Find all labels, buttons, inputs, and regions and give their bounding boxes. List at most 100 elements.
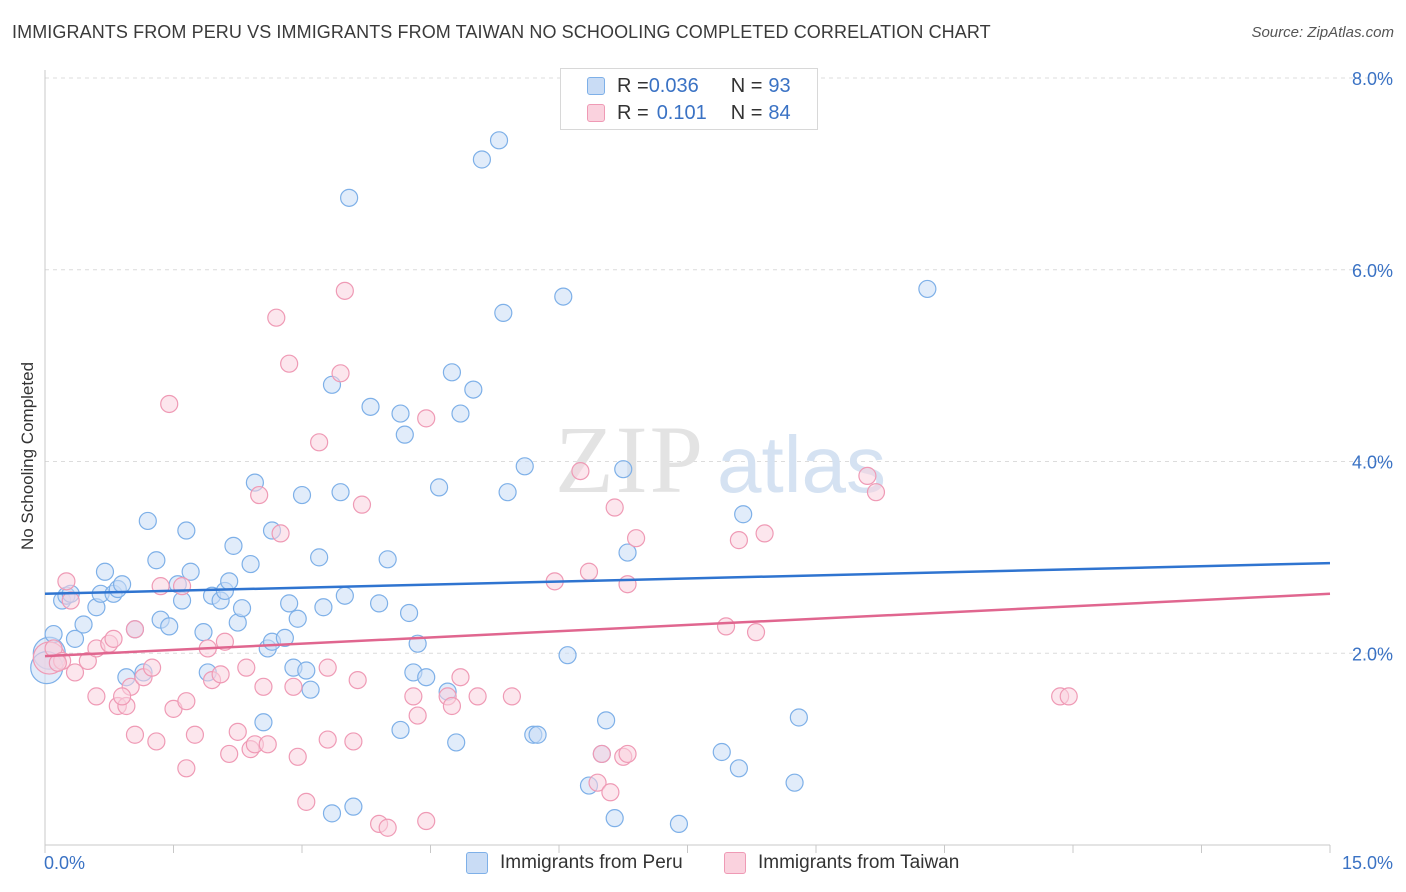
- data-point-taiwan: [408, 706, 427, 725]
- data-point-peru: [112, 575, 132, 594]
- data-point-peru: [447, 733, 466, 752]
- data-point-taiwan: [297, 792, 316, 811]
- data-point-peru: [494, 303, 513, 322]
- watermark-zip: ZIP: [555, 406, 705, 513]
- x-tick-label: 15.0%: [1342, 853, 1393, 873]
- data-point-peru: [194, 623, 213, 642]
- data-point-taiwan: [280, 354, 299, 373]
- data-points: [30, 131, 1078, 837]
- data-point-taiwan: [112, 687, 132, 706]
- data-point-peru: [254, 713, 273, 732]
- legend-n-label: N =: [730, 74, 763, 97]
- data-point-peru: [95, 562, 115, 581]
- data-point-taiwan: [160, 394, 179, 414]
- data-point-peru: [138, 511, 157, 531]
- y-tick-label: 8.0%: [1352, 69, 1393, 89]
- data-point-taiwan: [271, 524, 290, 543]
- data-point-taiwan: [588, 773, 607, 792]
- trend-line-taiwan: [44, 592, 1331, 658]
- data-point-peru: [789, 708, 808, 727]
- data-point-taiwan: [147, 732, 166, 751]
- data-point-taiwan: [618, 744, 637, 764]
- data-point-taiwan: [237, 658, 256, 677]
- data-point-taiwan: [318, 730, 337, 749]
- data-point-peru: [614, 460, 633, 479]
- legend-swatch-taiwan: [587, 104, 605, 122]
- data-point-taiwan: [746, 623, 766, 642]
- data-point-peru: [220, 572, 239, 591]
- data-point-peru: [417, 668, 436, 687]
- tick-labels: 2.0% 4.0% 6.0% 8.0% 0.0% 15.0%: [44, 69, 1393, 873]
- data-point-peru: [160, 617, 179, 636]
- data-point-peru: [399, 603, 419, 623]
- data-point-peru: [177, 521, 196, 540]
- data-point-taiwan: [592, 744, 611, 764]
- data-point-peru: [224, 536, 243, 555]
- trend-lines: [44, 561, 1331, 658]
- legend-label-taiwan: Immigrants from Taiwan: [758, 852, 960, 873]
- data-point-peru: [712, 742, 731, 762]
- data-point-taiwan: [451, 668, 470, 687]
- data-point-taiwan: [858, 466, 877, 485]
- data-point-peru: [451, 404, 470, 423]
- data-point-peru: [391, 720, 410, 740]
- axes: [44, 70, 1331, 853]
- data-point-peru: [181, 562, 200, 581]
- data-point-taiwan: [258, 735, 277, 754]
- data-point-peru: [241, 554, 260, 574]
- legend-r-value: 0.101: [656, 101, 707, 124]
- data-point-taiwan: [177, 692, 196, 711]
- data-point-taiwan: [57, 572, 76, 591]
- data-point-taiwan: [729, 531, 749, 550]
- data-point-peru: [322, 804, 342, 823]
- legend-swatch-peru: [587, 77, 605, 95]
- legend-n-label: N =: [730, 101, 763, 124]
- data-point-taiwan: [605, 498, 624, 517]
- data-point-peru: [280, 594, 299, 613]
- data-point-peru: [489, 131, 509, 150]
- data-point-peru: [65, 629, 85, 648]
- legend-item-taiwan[interactable]: Immigrants from Taiwan: [724, 852, 959, 874]
- data-point-taiwan: [502, 687, 521, 706]
- legend-item-peru[interactable]: Immigrants from Peru: [466, 852, 683, 874]
- data-point-taiwan: [417, 811, 436, 831]
- data-point-taiwan: [104, 629, 123, 648]
- legend-n-value: 93: [768, 74, 791, 97]
- data-point-peru: [340, 188, 359, 207]
- data-point-taiwan: [404, 687, 423, 706]
- legend-swatch-peru: [466, 852, 488, 874]
- data-point-peru: [275, 628, 294, 648]
- watermark: ZIP atlas: [555, 406, 886, 513]
- data-point-peru: [597, 711, 616, 730]
- legend-row-peru: R = 0.036 N = 93: [587, 73, 791, 99]
- data-point-peru: [370, 594, 389, 613]
- data-point-peru: [288, 609, 307, 628]
- data-point-taiwan: [254, 677, 273, 696]
- legend-row-taiwan: R = 0.101 N = 84: [587, 100, 791, 126]
- data-point-taiwan: [267, 308, 286, 327]
- data-point-taiwan: [172, 577, 192, 596]
- data-point-taiwan: [87, 687, 106, 706]
- data-point-peru: [378, 550, 397, 569]
- data-point-taiwan: [185, 725, 205, 744]
- y-tick-label: 2.0%: [1352, 644, 1393, 664]
- data-point-taiwan: [250, 485, 269, 505]
- data-point-peru: [918, 279, 937, 299]
- chart-title: IMMIGRANTS FROM PERU VS IMMIGRANTS FROM …: [12, 22, 991, 42]
- data-point-peru: [297, 661, 316, 680]
- legend-label-peru: Immigrants from Peru: [500, 852, 683, 873]
- data-point-taiwan: [288, 747, 307, 766]
- data-point-taiwan: [442, 696, 462, 716]
- legend-swatch-taiwan: [724, 852, 746, 874]
- data-point-peru: [74, 615, 93, 634]
- data-point-peru: [314, 598, 333, 617]
- trend-line-peru: [44, 561, 1331, 596]
- data-point-peru: [147, 551, 166, 570]
- data-point-peru: [442, 363, 462, 382]
- data-point-taiwan: [211, 665, 230, 684]
- data-point-taiwan: [626, 529, 646, 548]
- data-point-taiwan: [755, 524, 774, 543]
- data-point-peru: [472, 150, 491, 169]
- data-point-taiwan: [125, 725, 145, 744]
- data-point-peru: [292, 485, 312, 505]
